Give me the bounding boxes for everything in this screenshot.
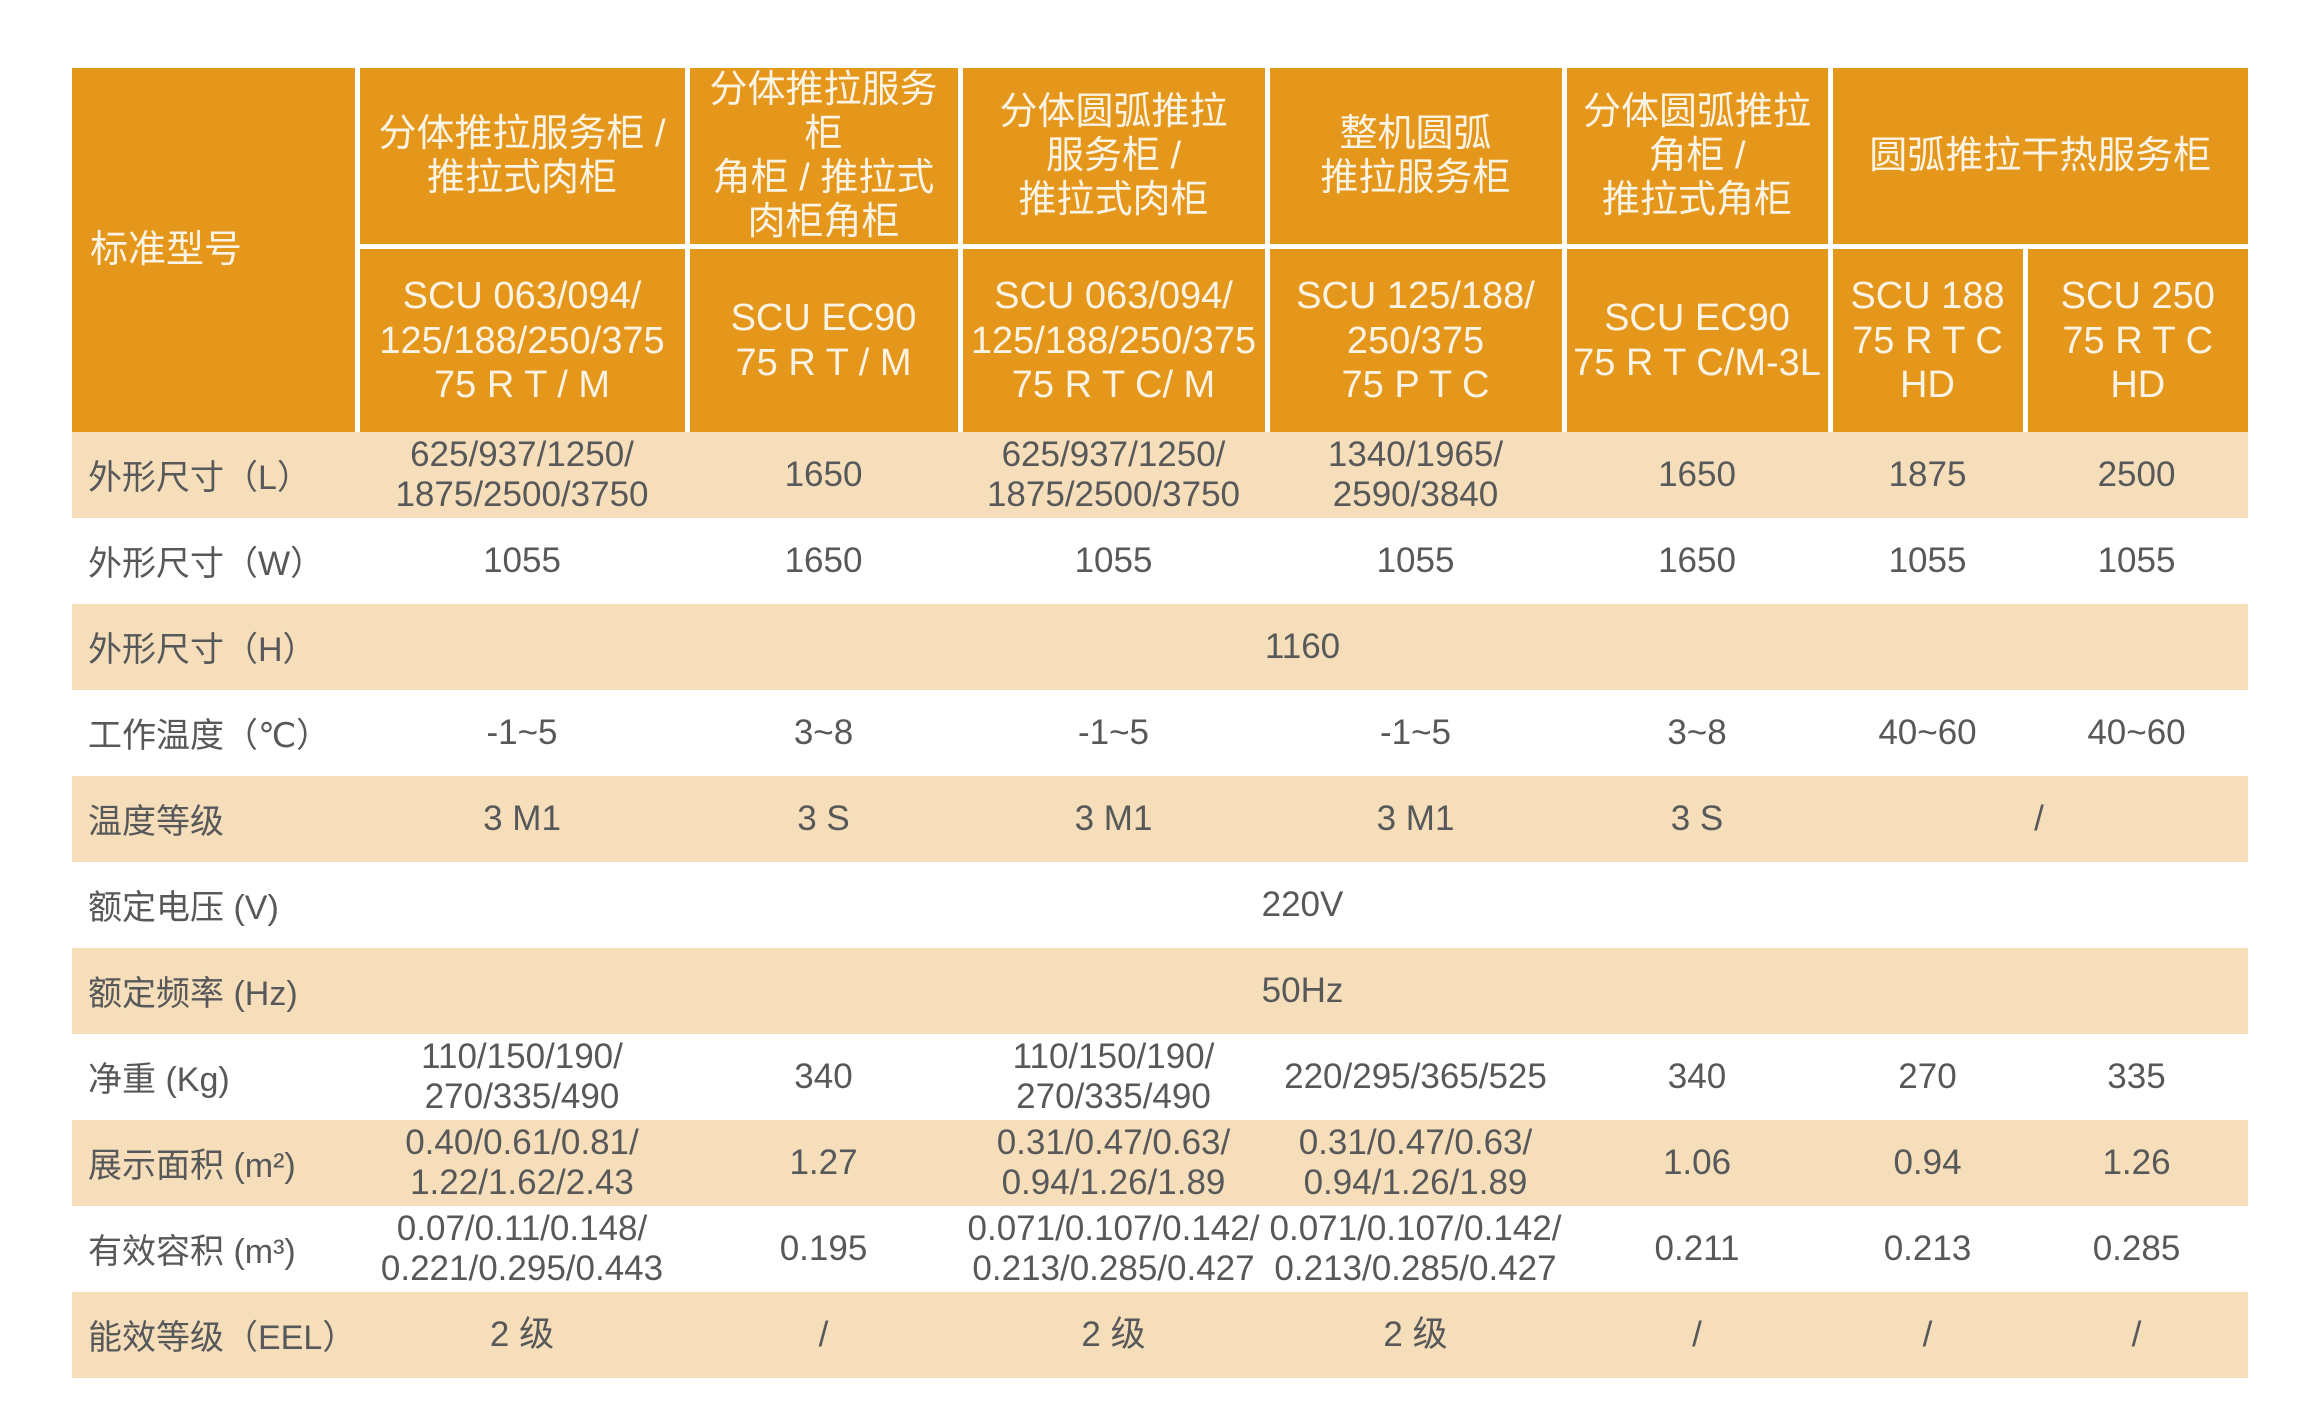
spec-value: 1055	[483, 540, 561, 580]
spec-value: 335	[2107, 1056, 2166, 1096]
spec-value: 2 级	[489, 1314, 555, 1354]
spec-value: 1340/1965/ 2590/3840	[1327, 434, 1504, 514]
spec-value: 1650	[784, 454, 863, 494]
spec-value: 0.195	[779, 1228, 868, 1268]
spec-value: 0.213	[1883, 1228, 1972, 1268]
spec-value: 3 M1	[1074, 798, 1153, 838]
spec-value: 340	[1667, 1056, 1727, 1096]
row-label: 展示面积 (m²)	[88, 1147, 296, 1186]
spec-value: 1160	[1264, 626, 1341, 666]
row-label: 净重 (Kg)	[88, 1061, 230, 1100]
category-header: 分体圆弧推拉 角柜 / 推拉式角柜	[1561, 68, 1830, 250]
spec-value: 1.26	[2102, 1142, 2171, 1182]
spec-row-working-temp: 工作温度（℃） -1~5 3~8 -1~5 -1~5 3~8 40~60 40~…	[72, 689, 2249, 776]
spec-value: 3~8	[793, 712, 854, 752]
spec-value: 1650	[1658, 454, 1736, 494]
spec-value: 3 M1	[1376, 798, 1455, 838]
category-header: 圆弧推拉干热服务柜	[1827, 68, 2249, 250]
row-label: 工作温度（℃）	[88, 717, 331, 756]
spec-row-effective-volume: 有效容积 (m³) 0.07/0.11/0.148/ 0.221/0.295/0…	[72, 1205, 2249, 1292]
spec-value: 625/937/1250/ 1875/2500/3750	[986, 434, 1241, 514]
spec-value: 3 S	[797, 798, 850, 838]
spec-value: 2 级	[1383, 1314, 1448, 1354]
spec-value: 0.31/0.47/0.63/ 0.94/1.26/1.89	[996, 1122, 1231, 1202]
spec-value: -1~5	[1379, 712, 1452, 752]
spec-value: 1055	[2097, 540, 2176, 580]
category-header: 分体圆弧推拉 服务柜 / 推拉式肉柜	[957, 68, 1267, 250]
model-header: SCU EC90 75 R T C/M-3L	[1561, 246, 1830, 432]
spec-row-energy-level: 能效等级（EEL） 2 级 / 2 级 2 级 / / /	[72, 1291, 2249, 1378]
model-header-row: SCU 063/094/ 125/188/250/375 75 R T / M …	[72, 246, 2249, 432]
spec-value: 3 S	[1670, 798, 1724, 838]
spec-value: /	[1692, 1314, 1702, 1354]
spec-value: 40~60	[2087, 712, 2186, 752]
spec-value: 1.06	[1662, 1142, 1732, 1182]
row-label: 额定电压 (V)	[88, 889, 279, 928]
spec-value: 0.94	[1893, 1142, 1962, 1182]
spec-value: 0.31/0.47/0.63/ 0.94/1.26/1.89	[1298, 1122, 1533, 1202]
category-header-row: 标准型号 分体推拉服务柜 / 推拉式肉柜 分体推拉服务柜 角柜 / 推拉式 肉柜…	[72, 68, 2249, 432]
spec-value: 0.07/0.11/0.148/ 0.221/0.295/0.443	[380, 1208, 664, 1288]
spec-value: 2 级	[1081, 1314, 1146, 1354]
spec-value: 1650	[784, 540, 863, 580]
model-header: SCU 188 75 R T C HD	[1827, 246, 2025, 432]
spec-value: 1055	[1074, 540, 1153, 580]
model-header: SCU EC90 75 R T / M	[684, 246, 960, 432]
corner-header: 标准型号	[72, 68, 357, 432]
spec-value: 0.211	[1654, 1228, 1740, 1268]
category-header: 整机圆弧 推拉服务柜	[1264, 68, 1564, 250]
spec-row-frequency: 额定频率 (Hz) 50Hz	[72, 947, 2249, 1034]
category-header: 分体推拉服务柜 / 推拉式肉柜	[354, 68, 687, 250]
row-label: 额定频率 (Hz)	[88, 975, 298, 1014]
spec-value: 3 M1	[483, 798, 561, 838]
spec-table: 标准型号 分体推拉服务柜 / 推拉式肉柜 分体推拉服务柜 角柜 / 推拉式 肉柜…	[72, 68, 2249, 1378]
model-header: SCU 063/094/ 125/188/250/375 75 R T / M	[354, 246, 687, 432]
spec-row-temp-class: 温度等级 3 M1 3 S 3 M1 3 M1 3 S /	[72, 775, 2249, 862]
spec-value: 2500	[2097, 454, 2176, 494]
spec-value: 50Hz	[1261, 970, 1344, 1010]
spec-row-length: 外形尺寸（L） 625/937/1250/ 1875/2500/3750 165…	[72, 431, 2249, 518]
spec-value: 0.071/0.107/0.142/ 0.213/0.285/0.427	[1269, 1208, 1562, 1288]
spec-value: 1.27	[789, 1142, 858, 1182]
spec-value: 0.285	[2092, 1228, 2181, 1268]
category-header: 分体推拉服务柜 角柜 / 推拉式 肉柜角柜	[684, 68, 960, 250]
spec-value: 1650	[1658, 540, 1736, 580]
spec-value: 0.40/0.61/0.81/ 1.22/1.62/2.43	[405, 1122, 639, 1202]
row-label: 温度等级	[88, 803, 224, 842]
model-header: SCU 250 75 R T C HD	[2022, 246, 2249, 432]
row-label: 有效容积 (m³)	[88, 1233, 296, 1272]
spec-value: 0.071/0.107/0.142/ 0.213/0.285/0.427	[967, 1208, 1260, 1288]
spec-value: 40~60	[1878, 712, 1977, 752]
spec-value: 220/295/365/525	[1284, 1056, 1547, 1096]
spec-value: /	[2131, 1314, 2142, 1354]
spec-value: 3~8	[1667, 712, 1727, 752]
spec-value: 110/150/190/ 270/335/490	[1012, 1036, 1215, 1116]
spec-value: 1875	[1888, 454, 1967, 494]
spec-value: 110/150/190/ 270/335/490	[421, 1036, 623, 1116]
spec-row-height: 外形尺寸（H） 1160	[72, 603, 2249, 690]
spec-value: -1~5	[1077, 712, 1150, 752]
spec-value: -1~5	[486, 712, 558, 752]
model-header: SCU 125/188/ 250/375 75 P T C	[1264, 246, 1564, 432]
model-header: SCU 063/094/ 125/188/250/375 75 R T C/ M	[957, 246, 1267, 432]
spec-value: /	[1922, 1314, 1933, 1354]
spec-row-voltage: 额定电压 (V) 220V	[72, 861, 2249, 948]
spec-value: 340	[794, 1056, 853, 1096]
row-label: 外形尺寸（L）	[88, 459, 311, 498]
spec-value: 625/937/1250/ 1875/2500/3750	[395, 434, 649, 514]
spec-row-net-weight: 净重 (Kg) 110/150/190/ 270/335/490 340 110…	[72, 1033, 2249, 1120]
spec-value: 220V	[1261, 884, 1344, 924]
spec-row-display-area: 展示面积 (m²) 0.40/0.61/0.81/ 1.22/1.62/2.43…	[72, 1119, 2249, 1206]
spec-value: 1055	[1888, 540, 1967, 580]
row-label: 外形尺寸（W）	[88, 545, 325, 584]
spec-value: /	[2034, 798, 2044, 838]
spec-value: 270	[1898, 1056, 1957, 1096]
row-label: 外形尺寸（H）	[88, 631, 317, 670]
spec-value: 1055	[1376, 540, 1455, 580]
spec-row-width: 外形尺寸（W） 1055 1650 1055 1055 1650 1055 10…	[72, 517, 2249, 604]
row-label: 能效等级（EEL）	[88, 1319, 357, 1358]
spec-value: /	[818, 1314, 829, 1354]
